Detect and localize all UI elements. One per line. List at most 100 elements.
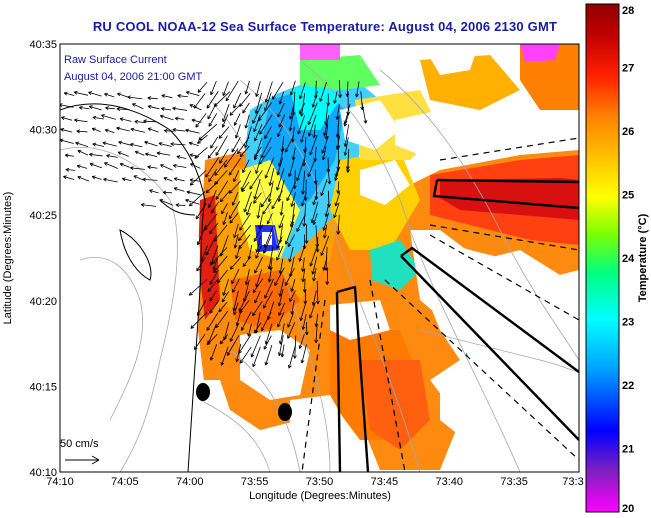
current-arrow <box>228 180 242 194</box>
current-arrow <box>244 114 250 129</box>
current-arrow <box>159 114 174 121</box>
current-arrow <box>210 201 220 214</box>
current-arrow <box>103 177 118 183</box>
current-arrow <box>228 201 241 220</box>
current-arrow <box>311 256 318 275</box>
current-arrow <box>276 168 285 191</box>
current-arrow <box>264 156 275 179</box>
current-arrow <box>101 114 116 120</box>
current-arrow <box>116 126 130 132</box>
current-arrow <box>209 300 219 314</box>
current-arrow <box>118 140 133 146</box>
current-arrow <box>222 81 229 97</box>
current-arrow <box>197 299 207 316</box>
current-arrow <box>92 115 104 120</box>
current-arrow <box>215 135 228 156</box>
current-arrow <box>129 166 145 171</box>
current-arrow <box>334 168 340 181</box>
y-tick-label: 40:10 <box>29 467 57 479</box>
current-arrow <box>143 119 157 124</box>
current-arrow <box>229 323 240 342</box>
current-arrow <box>309 246 318 267</box>
current-arrow <box>134 150 145 156</box>
current-arrow <box>197 134 208 144</box>
current-arrow <box>208 169 218 183</box>
current-arrow <box>205 157 220 178</box>
current-arrow <box>267 268 272 283</box>
current-arrow <box>222 212 228 226</box>
current-arrow <box>272 82 284 100</box>
current-arrow <box>177 93 188 98</box>
current-arrow <box>162 190 172 195</box>
current-arrow <box>242 159 250 174</box>
current-arrow <box>73 90 89 96</box>
current-arrow <box>322 212 330 231</box>
current-arrow <box>298 244 306 262</box>
current-arrow <box>233 92 242 109</box>
current-arrow <box>264 126 272 139</box>
colorbar-tick-label: 26 <box>622 126 634 138</box>
current-arrow <box>253 124 263 142</box>
current-arrow <box>188 141 199 147</box>
current-arrow <box>252 278 264 294</box>
current-arrow <box>312 192 318 206</box>
current-arrow <box>249 170 263 190</box>
current-arrow <box>296 213 306 232</box>
x-axis: 74:10 74:05 74:00 73:55 73:50 73:45 73:40 73:35… <box>46 476 583 488</box>
current-arrow <box>147 165 158 170</box>
current-arrow <box>244 126 252 148</box>
current-arrow <box>264 344 273 366</box>
y-tick-label: 40:15 <box>29 381 57 393</box>
current-arrow <box>311 91 318 108</box>
current-arrow <box>324 202 330 218</box>
current-arrow <box>287 313 294 328</box>
current-arrow <box>116 107 130 111</box>
current-arrow <box>221 203 228 215</box>
current-arrow <box>210 136 219 149</box>
current-arrow <box>158 142 172 147</box>
colorbar-tick-label: 28 <box>622 5 634 17</box>
current-arrow <box>315 280 320 305</box>
current-arrow <box>225 80 239 102</box>
current-arrow <box>207 103 217 120</box>
current-arrow <box>206 334 218 346</box>
current-arrow <box>215 180 229 200</box>
current-arrow <box>208 113 218 127</box>
current-arrow <box>243 191 252 213</box>
current-arrow <box>234 124 241 139</box>
current-arrow <box>262 201 272 215</box>
current-arrow <box>233 234 239 249</box>
current-arrow <box>278 214 285 229</box>
colorbar-tick-label: 22 <box>622 380 634 392</box>
current-arrow <box>259 114 273 135</box>
current-arrow <box>231 191 239 206</box>
current-arrow <box>63 175 75 180</box>
current-arrow <box>252 300 263 317</box>
x-tick-label: 74:00 <box>176 476 204 488</box>
current-arrow <box>336 181 341 194</box>
current-arrow <box>296 158 305 182</box>
current-arrow <box>173 187 185 192</box>
current-arrow <box>76 164 88 169</box>
bathymetry-contours <box>60 59 579 472</box>
current-arrow <box>77 175 90 182</box>
current-arrow <box>290 192 297 207</box>
current-arrow <box>266 212 273 225</box>
current-arrow <box>132 103 144 110</box>
current-arrow <box>267 181 274 203</box>
current-arrow <box>231 137 241 153</box>
current-arrow <box>217 269 228 284</box>
current-arrow <box>309 302 316 319</box>
current-arrow <box>290 278 296 292</box>
current-arrow <box>288 113 294 132</box>
current-arrow <box>147 96 158 101</box>
current-arrow <box>278 114 286 128</box>
current-arrow <box>288 246 294 263</box>
current-arrow <box>91 175 102 180</box>
scale-label: 50 cm/s <box>60 438 99 450</box>
current-arrow <box>307 158 316 178</box>
current-arrow <box>327 168 332 185</box>
current-arrow <box>274 267 285 286</box>
current-arrow <box>287 345 296 369</box>
current-arrow <box>185 198 200 205</box>
